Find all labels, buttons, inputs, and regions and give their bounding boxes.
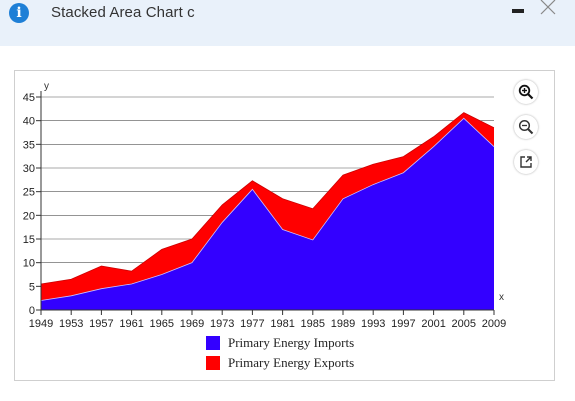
line-imports-top [40, 117, 495, 301]
tick-label-y-25: 25 [23, 187, 35, 199]
title-bar: i Stacked Area Chart c [0, 0, 575, 46]
tick-label-y-20: 20 [23, 210, 35, 222]
tick-label-x-1969: 1969 [180, 318, 204, 330]
legend-swatch-imports [206, 336, 220, 350]
tick-label-y-35: 35 [23, 139, 35, 151]
line-exports-top [40, 112, 495, 285]
tick-label-y-5: 5 [29, 281, 35, 293]
area-primary-energy-exports [41, 112, 494, 301]
tick-label-x-1965: 1965 [150, 318, 174, 330]
tick-label-y-10: 10 [23, 258, 35, 270]
tick-label-x-1977: 1977 [240, 318, 264, 330]
tick-label-x-1997: 1997 [391, 318, 415, 330]
expand-button[interactable] [514, 150, 538, 174]
tick-label-x-1949: 1949 [29, 318, 53, 330]
zoom-in-button[interactable] [514, 80, 538, 104]
y-axis-label: y [44, 81, 49, 92]
expand-icon [520, 156, 532, 168]
legend-swatch-exports [206, 356, 220, 370]
tick-label-x-2009: 2009 [482, 318, 506, 330]
tick-label-x-2005: 2005 [452, 318, 476, 330]
tick-label-y-30: 30 [23, 163, 35, 175]
zoom-in-icon [518, 84, 534, 100]
info-icon: i [9, 3, 29, 23]
minimize-icon[interactable] [510, 0, 530, 20]
tick-label-x-1973: 1973 [210, 318, 234, 330]
zoom-out-button[interactable] [514, 115, 538, 139]
close-icon[interactable] [539, 0, 559, 16]
tick-label-y-0: 0 [29, 305, 35, 317]
tick-label-y-40: 40 [23, 116, 35, 128]
tick-label-x-1989: 1989 [331, 318, 355, 330]
legend-label-exports: Primary Energy Exports [228, 355, 355, 370]
x-axis-label: x [499, 292, 504, 303]
legend-label-imports: Primary Energy Imports [228, 335, 355, 350]
tick-label-y-45: 45 [23, 92, 35, 104]
tick-label-x-1981: 1981 [270, 318, 294, 330]
tick-label-y-15: 15 [23, 234, 35, 246]
tick-label-x-1985: 1985 [301, 318, 325, 330]
window-title: Stacked Area Chart c [51, 4, 195, 21]
zoom-out-icon [518, 119, 534, 135]
tick-label-x-2001: 2001 [421, 318, 445, 330]
tick-label-x-1993: 1993 [361, 318, 385, 330]
tick-label-x-1953: 1953 [59, 318, 83, 330]
area-primary-energy-imports [41, 118, 494, 310]
tick-label-x-1957: 1957 [89, 318, 113, 330]
tick-label-x-1961: 1961 [119, 318, 143, 330]
